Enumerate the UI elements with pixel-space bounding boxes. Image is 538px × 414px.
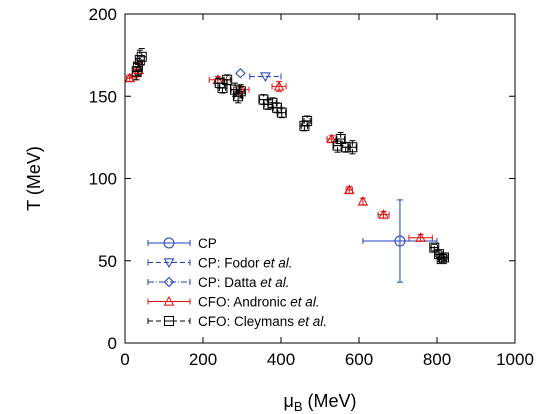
plot-frame — [124, 13, 516, 344]
legend-entry: CFO: Andronic et al. — [147, 295, 320, 310]
point-marker — [357, 196, 369, 206]
data-point — [136, 48, 147, 66]
data-point — [235, 68, 246, 79]
point-marker — [235, 68, 246, 79]
data-point — [347, 140, 358, 155]
legend: CP CP: Fodor et al. CP: Datta et al. CFO: A… — [147, 236, 327, 329]
series-0 — [362, 199, 438, 283]
data-point — [408, 232, 433, 242]
data-point — [276, 107, 287, 119]
legend-marker — [163, 237, 175, 249]
data-point — [235, 84, 246, 99]
data-point — [132, 57, 143, 76]
x-tick-label: 800 — [423, 350, 451, 369]
point-marker — [124, 72, 136, 83]
data-point — [335, 131, 346, 147]
legend-label: CFO: Cleymans et al. — [198, 314, 327, 329]
data-point — [222, 74, 233, 86]
y-axis-title: T (MeV) — [24, 146, 44, 211]
series-4 — [131, 48, 450, 265]
x-axis-title: μB (MeV) — [283, 391, 356, 414]
y-tick-label: 0 — [108, 334, 117, 353]
point-marker — [326, 133, 338, 144]
y-tick-label: 200 — [89, 5, 117, 24]
legend-label: CP: Datta et al. — [198, 275, 290, 290]
series-2 — [235, 68, 246, 79]
legend-marker — [163, 258, 175, 269]
legend-marker — [163, 295, 175, 306]
point-marker — [378, 209, 389, 219]
data-point — [343, 184, 355, 195]
y-tick-label: 50 — [98, 252, 117, 271]
legend-entry: CP: Datta et al. — [147, 275, 290, 290]
series-3 — [124, 62, 433, 242]
data-point — [362, 199, 438, 283]
data-point — [357, 196, 369, 206]
data-point — [271, 80, 287, 92]
data-point — [377, 209, 390, 219]
legend-entry: CFO: Cleymans et al. — [147, 314, 327, 329]
legend-label: CP — [198, 236, 217, 251]
data-point — [302, 115, 313, 127]
y-tick-label: 100 — [89, 170, 117, 189]
x-tick-label: 200 — [189, 350, 217, 369]
legend-entry: CP: Fodor et al. — [147, 256, 293, 271]
x-tick-label: 600 — [345, 350, 373, 369]
x-tick-label: 400 — [267, 350, 295, 369]
legend-label: CFO: Andronic et al. — [198, 295, 320, 310]
data-point — [439, 252, 450, 263]
point-marker — [273, 80, 285, 91]
legend-label: CP: Fodor et al. — [198, 256, 293, 271]
series-1 — [249, 72, 282, 83]
x-tick-label: 1000 — [496, 350, 534, 369]
point-marker — [415, 232, 426, 242]
data-point — [249, 72, 282, 83]
point-marker — [343, 184, 355, 195]
axis-ticks: 0 200 400 600 800 1000 0 50 100 150 200 — [89, 5, 534, 369]
legend-marker — [163, 276, 175, 288]
point-marker — [260, 72, 271, 83]
data-marks — [124, 48, 450, 283]
legend-entry: CP — [147, 236, 217, 251]
data-point — [124, 72, 136, 83]
y-tick-label: 150 — [89, 87, 117, 106]
x-tick-label: 0 — [120, 350, 129, 369]
point-marker — [394, 235, 406, 247]
